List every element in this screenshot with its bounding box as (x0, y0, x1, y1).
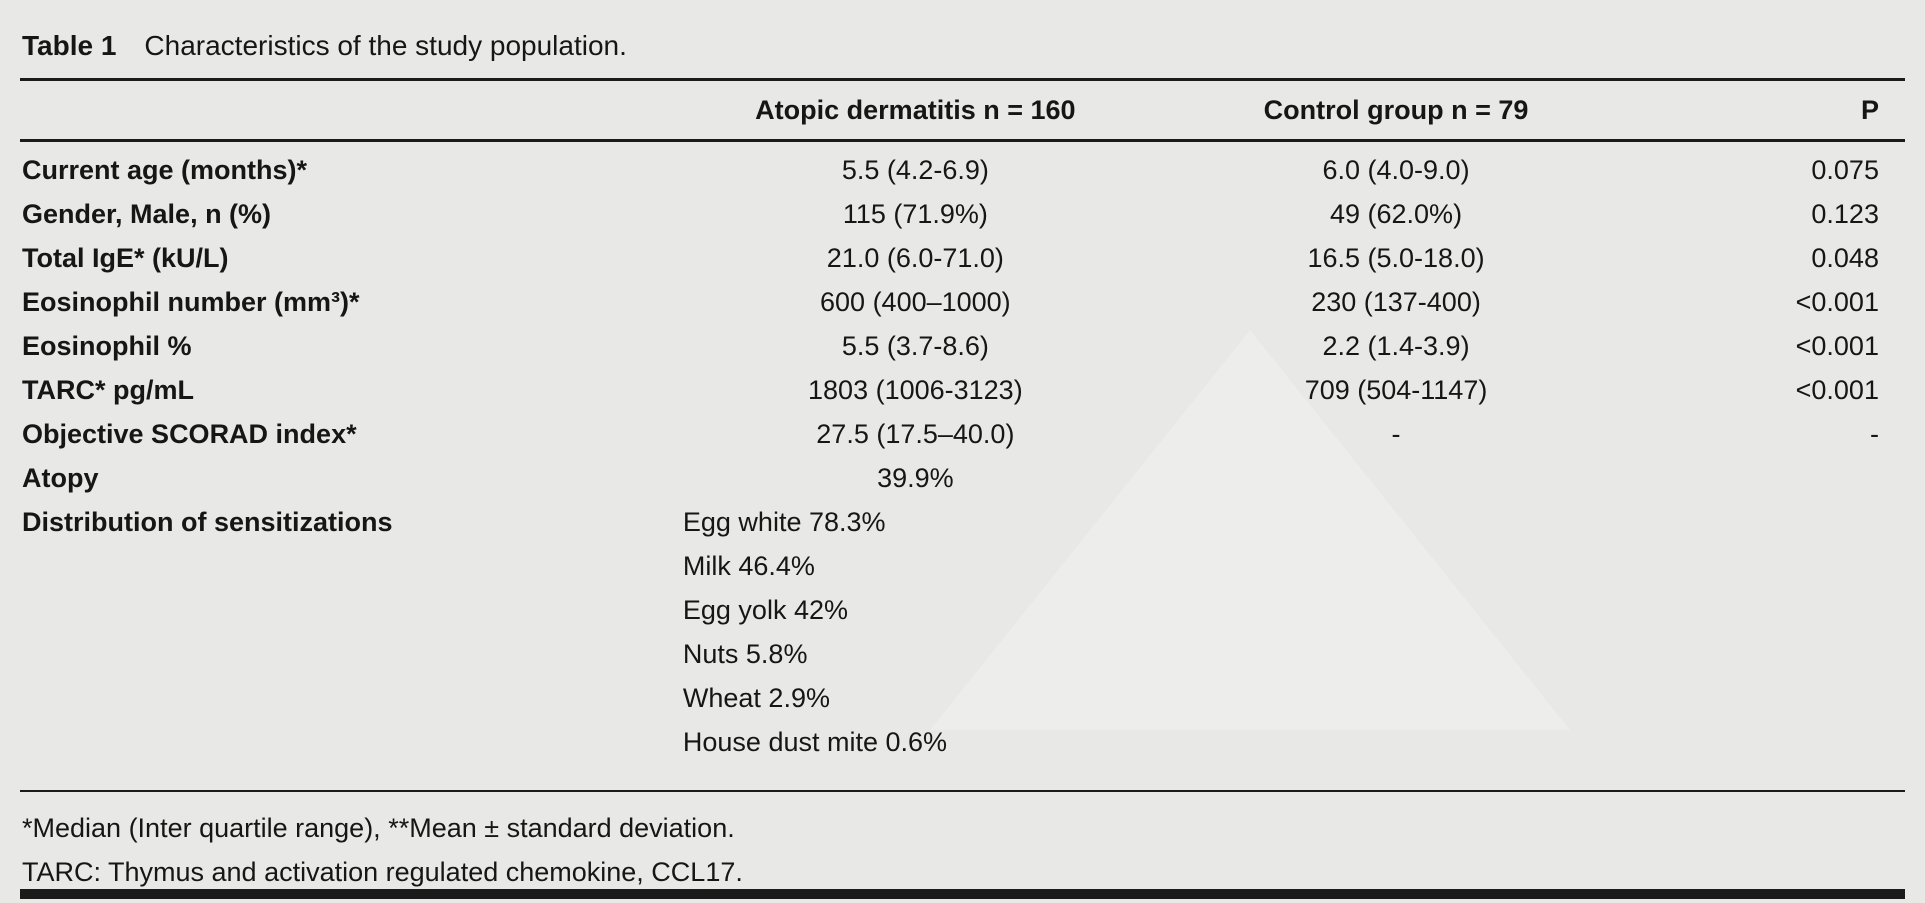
cell-control: 49 (62.0%) (1329, 199, 1463, 229)
table-row: Eosinophil number (mm³)* 600 (400–1000) … (20, 280, 1905, 324)
row-label: Eosinophil number (mm³)* (22, 287, 360, 317)
cell-ad: 27.5 (17.5–40.0) (816, 419, 1015, 449)
row-label: Total IgE* (kU/L) (22, 243, 229, 273)
cell-ad: 39.9% (877, 463, 954, 493)
table-row: Atopy 39.9% (20, 456, 1905, 500)
cell-ad: 5.5 (4.2-6.9) (841, 155, 989, 185)
footnotes: *Median (Inter quartile range), **Mean ±… (20, 792, 1905, 894)
list-item: House dust mite 0.6% (682, 727, 948, 757)
rule-top (20, 78, 1905, 81)
cell-ad: 5.5 (3.7-8.6) (841, 331, 989, 361)
footnote-tarc: TARC: Thymus and activation regulated ch… (22, 857, 743, 887)
table-row: Objective SCORAD index* 27.5 (17.5–40.0)… (20, 412, 1905, 456)
cell-control: - (1391, 419, 1401, 449)
cell-ad: 115 (71.9%) (842, 199, 988, 229)
footnote-median: *Median (Inter quartile range), **Mean ±… (22, 813, 735, 843)
cell-p: <0.001 (1795, 375, 1879, 405)
row-label: Gender, Male, n (%) (22, 199, 272, 229)
cell-control: 6.0 (4.0-9.0) (1322, 155, 1470, 185)
list-item: Egg yolk 42% (682, 595, 848, 625)
table-row-distribution: Distribution of sensitizations Egg white… (20, 500, 1905, 764)
cell-p: <0.001 (1795, 287, 1879, 317)
table-caption-text: Characteristics of the study population. (144, 30, 627, 61)
cell-control: 2.2 (1.4-3.9) (1322, 331, 1470, 361)
rule-bottom-of-body (20, 790, 1905, 792)
row-label: Atopy (22, 463, 99, 493)
header-control-group: Control group n = 79 (1263, 95, 1529, 125)
sensitization-list: Egg white 78.3% Milk 46.4% Egg yolk 42% … (661, 500, 1170, 764)
bottom-rule-bar (20, 889, 1905, 899)
cell-p: 0.123 (1811, 199, 1879, 229)
header-p-value: P (1860, 95, 1879, 125)
table-number-label: Table 1 (22, 30, 117, 61)
cell-ad: 600 (400–1000) (820, 287, 1011, 317)
cell-p: 0.048 (1811, 243, 1879, 273)
row-label: Current age (months)* (22, 155, 308, 185)
list-item: Nuts 5.8% (682, 639, 808, 669)
row-label: Distribution of sensitizations (22, 507, 393, 537)
cell-control: 16.5 (5.0-18.0) (1307, 243, 1485, 273)
list-item: Egg white 78.3% (682, 507, 886, 537)
cell-p: <0.001 (1795, 331, 1879, 361)
table-body: Current age (months)* 5.5 (4.2-6.9) 6.0 … (20, 142, 1905, 764)
cell-p: - (1869, 419, 1879, 449)
header-atopic-dermatitis: Atopic dermatitis n = 160 (755, 95, 1076, 125)
table-header-row: Atopic dermatitis n = 160 Control group … (20, 81, 1905, 139)
cell-ad: 21.0 (6.0-71.0) (826, 243, 1004, 273)
row-label: TARC* pg/mL (22, 375, 194, 405)
table-row: Gender, Male, n (%) 115 (71.9%) 49 (62.0… (20, 192, 1905, 236)
table-row: Total IgE* (kU/L) 21.0 (6.0-71.0) 16.5 (… (20, 236, 1905, 280)
list-item: Milk 46.4% (682, 551, 815, 581)
list-item: Wheat 2.9% (682, 683, 830, 713)
cell-control: 230 (137-400) (1311, 287, 1481, 317)
table-row: Current age (months)* 5.5 (4.2-6.9) 6.0 … (20, 148, 1905, 192)
row-label: Objective SCORAD index* (22, 419, 357, 449)
row-label: Eosinophil % (22, 331, 192, 361)
cell-control: 709 (504-1147) (1304, 375, 1488, 405)
table-caption: Table 1 Characteristics of the study pop… (20, 20, 1905, 78)
cell-ad: 1803 (1006-3123) (808, 375, 1023, 405)
cell-p: 0.075 (1811, 155, 1879, 185)
table-row: Eosinophil % 5.5 (3.7-8.6) 2.2 (1.4-3.9)… (20, 324, 1905, 368)
table-row: TARC* pg/mL 1803 (1006-3123) 709 (504-11… (20, 368, 1905, 412)
rule-header (20, 139, 1905, 142)
